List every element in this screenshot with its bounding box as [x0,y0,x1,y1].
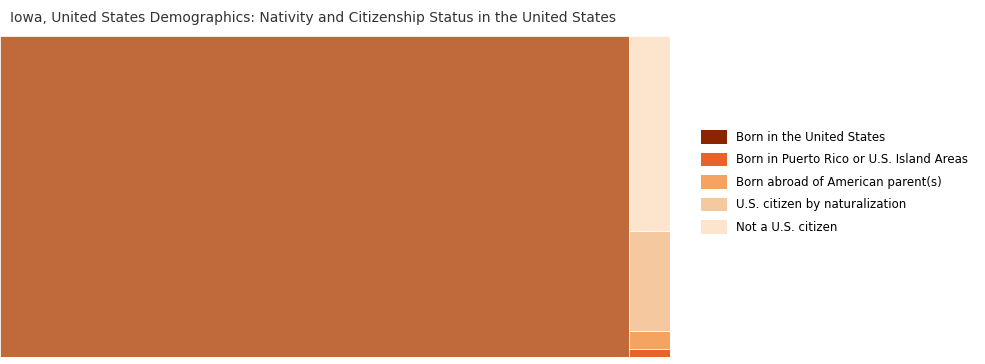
Bar [629,349,670,357]
Bar [629,331,670,349]
Legend: Born in the United States, Born in Puerto Rico or U.S. Island Areas, Born abroad: Born in the United States, Born in Puert… [700,130,968,234]
Bar [629,36,670,230]
Bar [629,230,670,331]
Text: Iowa, United States Demographics: Nativity and Citizenship Status in the United : Iowa, United States Demographics: Nativi… [10,11,616,25]
